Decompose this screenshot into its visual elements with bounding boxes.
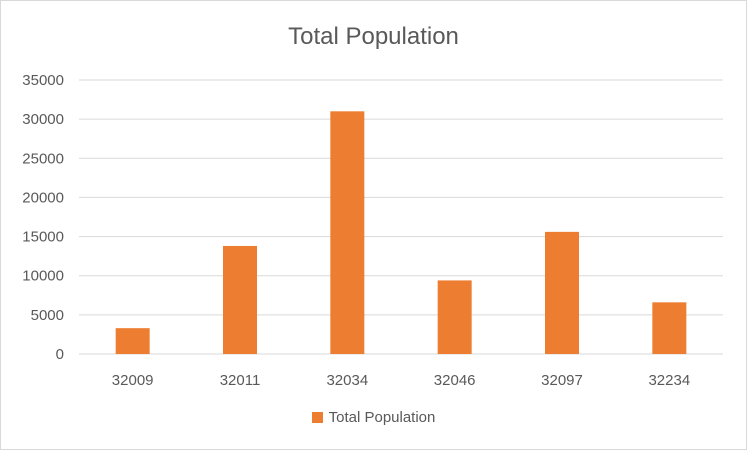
y-tick-label: 35000 (22, 72, 64, 89)
y-axis-ticks: 0 5000 10000 15000 20000 25000 30000 35000 (22, 72, 64, 363)
bar-32034 (330, 111, 365, 354)
x-tick-label: 32011 (220, 372, 261, 389)
x-tick-label: 32009 (112, 372, 154, 389)
x-tick-label: 32046 (434, 372, 476, 389)
legend-swatch (311, 412, 323, 423)
x-tick-label: 32034 (326, 372, 368, 389)
bars (115, 111, 687, 354)
gridlines (79, 79, 723, 355)
y-tick-label: 10000 (22, 268, 64, 285)
chart-title: Total Population (288, 23, 459, 50)
y-tick-label: 25000 (22, 150, 64, 167)
x-tick-label: 32097 (541, 372, 583, 389)
bar-32009 (115, 328, 150, 354)
x-tick-label: 32234 (648, 372, 690, 389)
legend: Total Population (1, 409, 746, 426)
bar-32097 (545, 231, 579, 354)
y-tick-label: 5000 (31, 307, 64, 324)
y-tick-label: 0 (56, 346, 64, 363)
y-tick-label: 30000 (22, 111, 64, 128)
legend-label: Total Population (328, 409, 436, 426)
y-tick-label: 20000 (22, 189, 64, 206)
x-axis-ticks: 32009 32011 32034 32046 32097 32234 (112, 372, 690, 389)
bar-32011 (223, 245, 257, 354)
bar-32234 (652, 302, 687, 354)
bar-32046 (437, 280, 472, 354)
y-tick-label: 15000 (22, 229, 64, 246)
